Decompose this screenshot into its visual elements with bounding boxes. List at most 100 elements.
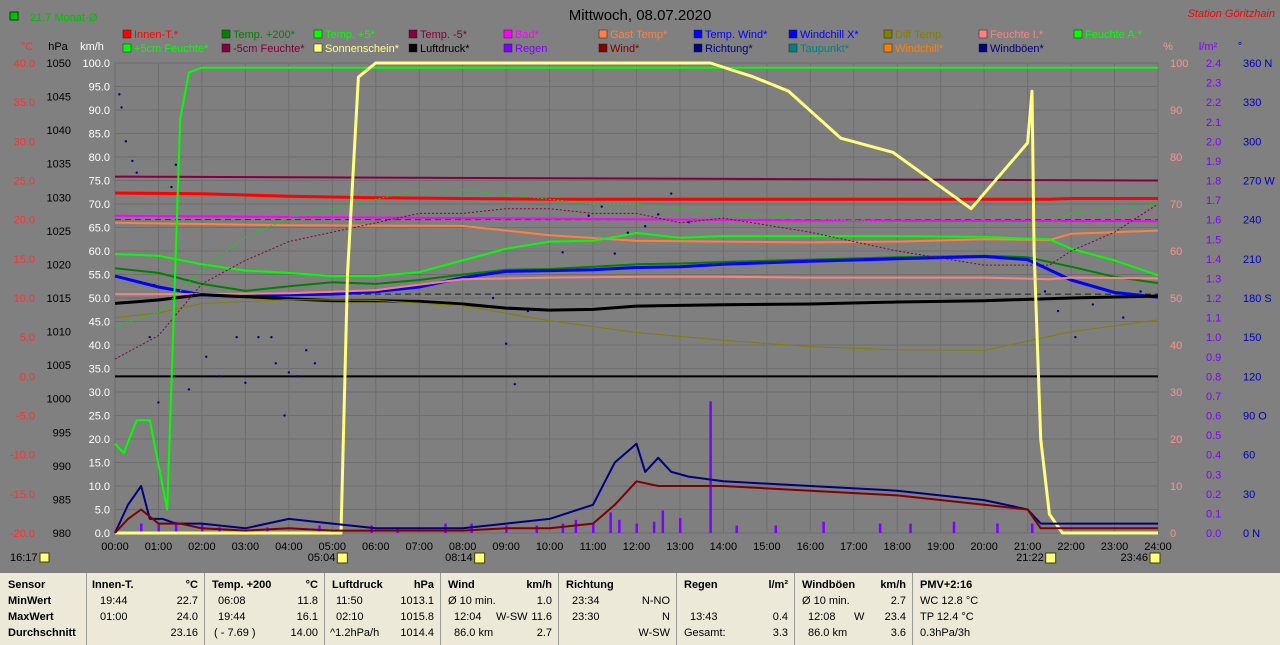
rain-bar bbox=[735, 525, 738, 533]
current-time: 16:17 bbox=[10, 552, 38, 564]
legend-label: -5cm Feuchte* bbox=[233, 43, 305, 55]
axis-tick-pressure_hpa: 1040 bbox=[47, 125, 71, 137]
x-tick-label: 23:00 bbox=[1101, 541, 1129, 553]
stats-indoor-temp: Innen-T. °C 19:44 22.7 01:00 24.0 23.16 bbox=[86, 573, 205, 645]
axis-tick-pressure_hpa: 990 bbox=[53, 461, 71, 473]
series-group bbox=[114, 61, 1159, 535]
gusts-avg10-value: 2.7 bbox=[890, 595, 906, 607]
legend-label: Regen bbox=[515, 43, 547, 55]
pressure-min-value: 1013.1 bbox=[400, 595, 434, 607]
series-line bbox=[115, 275, 1159, 296]
axis-tick-direction_deg: 0 N bbox=[1243, 528, 1260, 540]
axis-tick-wind_kmh: 80.0 bbox=[89, 152, 110, 164]
sun-marker-label: 08:14 bbox=[445, 552, 473, 564]
direction-point bbox=[148, 335, 151, 339]
axis-tick-pressure_hpa: 995 bbox=[53, 427, 71, 439]
legend-label: Luftdruck* bbox=[420, 43, 470, 55]
rain-header: Regen bbox=[684, 579, 718, 591]
series-line bbox=[114, 221, 1159, 244]
legend-swatch bbox=[408, 43, 418, 53]
x-tick-label: 07:00 bbox=[405, 541, 433, 553]
indoor-max-time: 01:00 bbox=[100, 611, 128, 623]
direction-point bbox=[257, 335, 260, 339]
direction-point bbox=[626, 231, 630, 234]
axis-tick-rain_lm2: 1.4 bbox=[1206, 254, 1221, 266]
axis-tick-humidity_pct: 70 bbox=[1170, 199, 1182, 211]
direction-point bbox=[244, 381, 247, 385]
axis-tick-wind_kmh: 50.0 bbox=[89, 293, 110, 305]
gusts-header: Windböen bbox=[802, 579, 856, 591]
gusts-avg-value: 3.6 bbox=[890, 627, 906, 639]
axis-tick-rain_lm2: 0.0 bbox=[1206, 528, 1221, 540]
direction-point bbox=[1139, 290, 1142, 293]
axis-tick-wind_kmh: 5.0 bbox=[95, 505, 110, 517]
direction-max-value: N bbox=[662, 611, 670, 623]
legend-swatch bbox=[408, 29, 418, 39]
direction-point bbox=[120, 106, 123, 109]
axis-tick-pressure_hpa: 1015 bbox=[47, 293, 71, 305]
axis-tick-direction_deg: 300 bbox=[1243, 136, 1261, 148]
axis-tick-direction_deg: 210 bbox=[1243, 254, 1261, 266]
legend-label: Feuchte A.* bbox=[1085, 29, 1143, 41]
axis-tick-direction_deg: 30 bbox=[1243, 489, 1255, 501]
wind-avg10-label: Ø 10 min. bbox=[448, 595, 496, 607]
rain-unit: l/m² bbox=[768, 579, 788, 591]
legend-label: Temp. +200* bbox=[233, 29, 296, 41]
legend-swatch bbox=[221, 29, 231, 39]
axis-tick-rain_lm2: 0.1 bbox=[1206, 508, 1221, 520]
direction-point bbox=[587, 214, 590, 217]
direction-point bbox=[118, 93, 121, 96]
gusts-distance: 86.0 km bbox=[808, 627, 848, 639]
axis-tick-temp_c: 10.0 bbox=[14, 293, 35, 305]
wind-max-time: 12:04 bbox=[454, 611, 482, 623]
axis-tick-rain_lm2: 1.0 bbox=[1206, 332, 1221, 344]
axis-tick-temp_c: 15.0 bbox=[14, 254, 35, 266]
legend-label: Innen-T.* bbox=[134, 29, 179, 41]
axis-tick-humidity_pct: 60 bbox=[1170, 246, 1182, 258]
axis-tick-rain_lm2: 0.4 bbox=[1206, 450, 1221, 462]
legend-swatch bbox=[788, 29, 798, 39]
legend-label: Diff Temp. bbox=[895, 29, 944, 41]
direction-point bbox=[218, 375, 221, 378]
legend-swatch bbox=[693, 43, 703, 53]
series-line bbox=[115, 61, 1158, 535]
legend-label: Windchill* bbox=[895, 43, 944, 55]
axis-tick-wind_kmh: 90.0 bbox=[89, 105, 110, 117]
direction-point bbox=[274, 362, 277, 365]
direction-point bbox=[152, 283, 156, 287]
legend-label: Gast Temp* bbox=[610, 29, 668, 41]
rain-bar bbox=[561, 523, 565, 533]
direction-point bbox=[131, 159, 134, 163]
pressure-header: Luftdruck bbox=[332, 579, 383, 591]
temp200-max-time: 19:44 bbox=[218, 611, 246, 623]
axis-tick-wind_kmh: 95.0 bbox=[89, 82, 110, 94]
axis-tick-rain_lm2: 1.8 bbox=[1206, 176, 1221, 188]
pmv-windchill: WC 12.8 °C bbox=[920, 595, 979, 607]
axis-tick-temp_c: 40.0 bbox=[14, 58, 35, 70]
axis-tick-wind_kmh: 15.0 bbox=[89, 458, 110, 470]
legend-swatch bbox=[978, 29, 988, 39]
direction-point bbox=[491, 296, 495, 300]
direction-point bbox=[504, 342, 508, 345]
rain-bar bbox=[678, 517, 682, 533]
axis-tick-wind_kmh: 25.0 bbox=[89, 411, 110, 423]
row-label-min: MinWert bbox=[8, 595, 52, 607]
x-tick-label: 21:00 bbox=[1014, 541, 1042, 553]
series-line bbox=[114, 191, 1158, 201]
direction-point bbox=[600, 205, 603, 208]
axis-tick-wind_kmh: 10.0 bbox=[89, 481, 110, 493]
axis-tick-temp_c: 5.0 bbox=[20, 332, 35, 344]
direction-point bbox=[135, 171, 138, 174]
x-tick-label: 16:00 bbox=[797, 541, 825, 553]
axis-tick-wind_kmh: 35.0 bbox=[89, 364, 110, 376]
axis-tick-pressure_hpa: 1020 bbox=[47, 259, 71, 271]
axis-tick-rain_lm2: 1.7 bbox=[1206, 195, 1221, 207]
temp200-min-value: 11.8 bbox=[297, 595, 318, 607]
rain-bar bbox=[174, 521, 178, 533]
stats-row-labels: Sensor MinWert MaxWert Durchschnitt bbox=[0, 573, 87, 645]
temp200-avg-note: ( - 7.69 ) bbox=[214, 627, 256, 639]
axis-tick-direction_deg: 90 O bbox=[1243, 411, 1267, 423]
rain-bar bbox=[140, 523, 143, 533]
direction-min-value: N-NO bbox=[641, 595, 670, 607]
